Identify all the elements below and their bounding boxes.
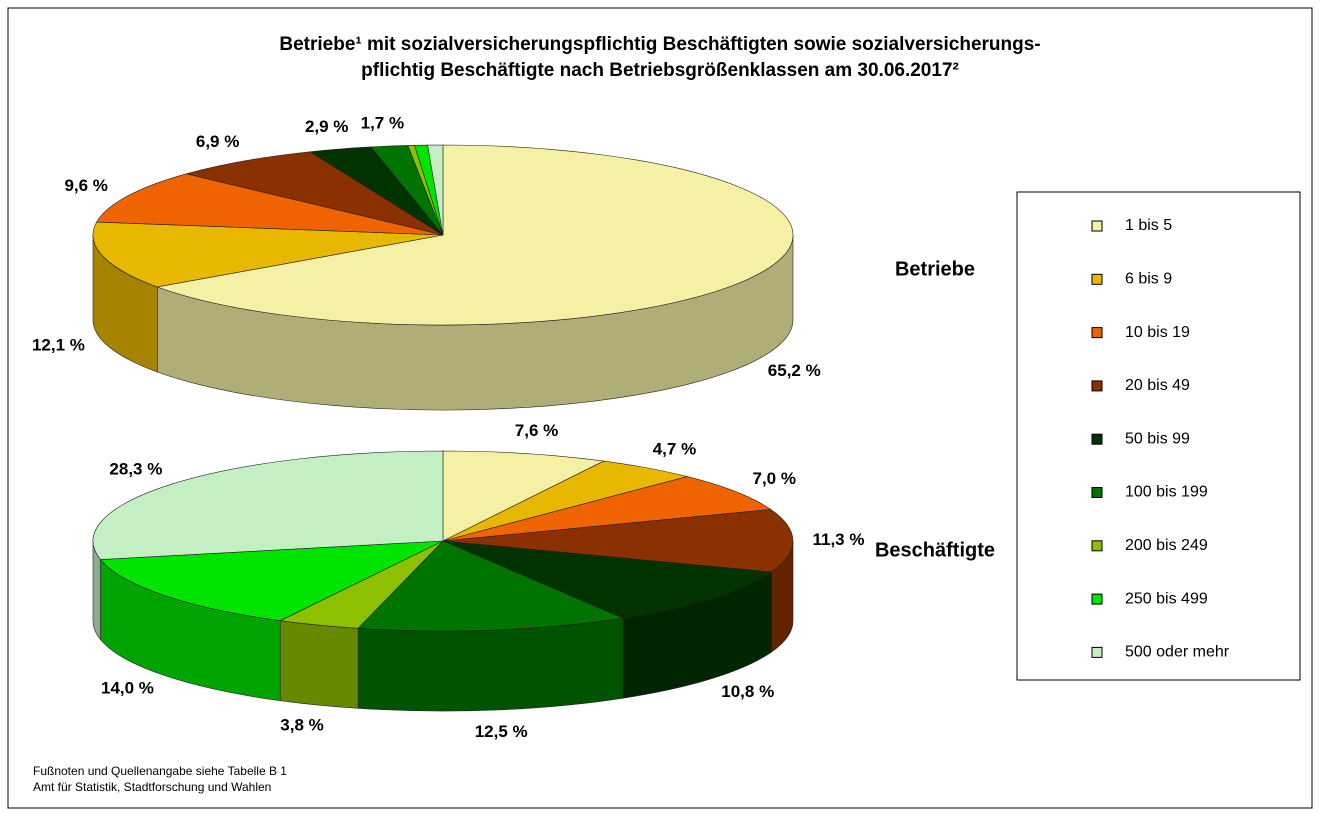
pie-side — [279, 620, 359, 709]
legend-label: 200 bis 249 — [1125, 537, 1208, 554]
value-label: 28,3 % — [109, 460, 162, 479]
value-label: 6,9 % — [196, 132, 239, 151]
pie-slice — [92, 450, 444, 560]
value-label: 14,0 % — [101, 678, 154, 697]
footnote: Amt für Statistik, Stadtforschung und Wa… — [33, 780, 271, 794]
legend-swatch — [1091, 433, 1103, 445]
legend-swatch — [1091, 487, 1103, 498]
series-label: Betriebe — [895, 258, 975, 280]
chart-title: pflichtig Beschäftigte nach Betriebsgröß… — [361, 60, 959, 81]
pie-slice — [442, 450, 605, 542]
series-label: Beschäftigte — [875, 539, 995, 561]
pie-slice — [96, 173, 444, 236]
value-label: 7,0 % — [753, 469, 796, 488]
legend-swatch — [1091, 646, 1103, 658]
value-label: 11,3 % — [812, 530, 864, 549]
value-label: 4,7 % — [653, 439, 696, 458]
legend-label: 1 bis 5 — [1125, 217, 1172, 234]
legend-swatch — [1091, 540, 1103, 552]
pie-slice — [156, 144, 794, 326]
value-label: 12,1 % — [32, 336, 85, 355]
pie-slice — [357, 540, 625, 632]
legend-label: 6 bis 9 — [1125, 271, 1172, 288]
legend-swatch — [1091, 380, 1103, 392]
pie-slice — [442, 540, 773, 619]
value-label: 12,5 % — [475, 722, 528, 741]
pie-slice — [442, 509, 794, 573]
pie-slice — [442, 476, 772, 542]
value-label: 3,8 % — [280, 716, 323, 735]
legend-label: 10 bis 19 — [1125, 324, 1190, 341]
footnote: Fußnoten und Quellenangabe siehe Tabelle… — [33, 764, 287, 778]
value-label: 1,7 % — [361, 113, 404, 132]
pie-slice — [92, 221, 444, 288]
legend-swatch — [1091, 593, 1103, 605]
legend-label: 100 bis 199 — [1125, 484, 1208, 501]
chart-title: Betriebe¹ mit sozialversicherungspflicht… — [279, 34, 1040, 55]
pie-slice — [186, 151, 444, 236]
legend-label: 50 bis 99 — [1125, 430, 1190, 447]
value-label: 7,6 % — [515, 421, 558, 440]
legend-swatch — [1091, 327, 1103, 339]
value-label: 2,9 % — [305, 117, 348, 136]
value-label: 65,2 % — [768, 361, 821, 380]
value-label: 10,8 % — [721, 682, 774, 701]
legend — [1016, 191, 1301, 681]
legend-swatch — [1091, 273, 1103, 285]
legend-label: 250 bis 499 — [1125, 590, 1208, 607]
legend-label: 20 bis 49 — [1125, 377, 1190, 394]
value-label: 9,6 % — [64, 176, 107, 195]
legend-label: 500 oder mehr — [1125, 644, 1230, 661]
pie-slice — [99, 540, 444, 621]
pie-slice — [427, 144, 444, 236]
legend-swatch — [1091, 220, 1103, 232]
pie-side — [357, 617, 624, 712]
